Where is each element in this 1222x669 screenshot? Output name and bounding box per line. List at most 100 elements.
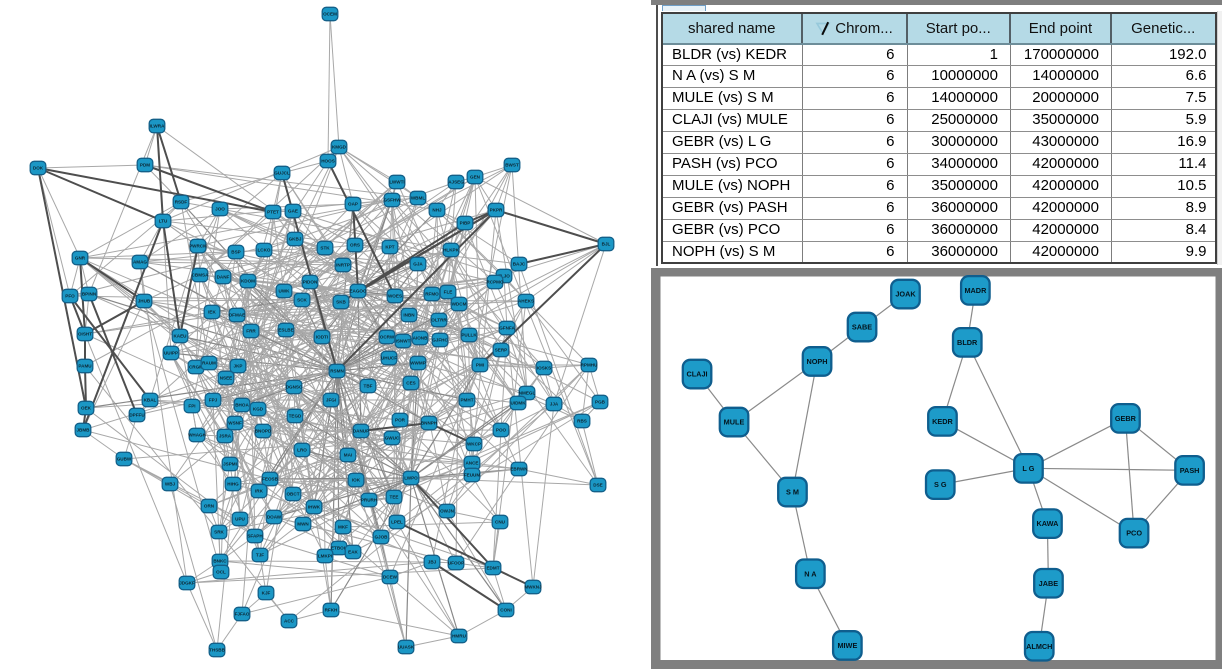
svg-text:PULLK: PULLK [461,333,477,338]
svg-text:JBJ: JBJ [428,560,437,565]
svg-text:KBAL: KBAL [144,398,157,403]
svg-text:NHJ: NHJ [432,208,442,213]
svg-text:GKBJ: GKBJ [289,237,302,242]
svg-text:DFMAE: DFMAE [229,313,245,318]
svg-text:PAMU: PAMU [78,364,92,369]
svg-text:BJL: BJL [602,242,611,247]
svg-text:GUJCL: GUJCL [274,171,290,176]
svg-text:IODTI: IODTI [316,335,328,340]
svg-text:PCO: PCO [1126,529,1142,538]
svg-text:JKP: JKP [234,364,243,369]
svg-text:S G: S G [934,480,947,489]
svg-text:WOES: WOES [388,294,402,299]
svg-text:S M: S M [786,488,799,497]
svg-text:NMEGL: NMEGL [519,391,536,396]
svg-text:TJF: TJF [256,553,264,558]
svg-text:IEK: IEK [208,310,216,315]
svg-text:SRK: SRK [214,530,224,535]
svg-text:KMGD: KMGD [332,145,347,150]
svg-text:GJA: GJA [413,262,423,267]
svg-text:OBCT: OBCT [286,492,299,497]
svg-text:JABE: JABE [1039,579,1059,588]
svg-text:SCK: SCK [297,298,307,303]
svg-text:RAUM: RAUM [202,361,216,366]
svg-text:WSNF: WSNF [228,421,242,426]
svg-text:PMI: PMI [476,363,484,368]
svg-text:GUBW: GUBW [117,457,132,462]
svg-text:FJFAO: FJFAO [235,612,250,617]
svg-text:RBS: RBS [577,419,587,424]
svg-text:BNOPD: BNOPD [255,429,272,434]
svg-text:OAP: OAP [348,202,358,207]
svg-text:KPT: KPT [385,245,394,250]
svg-text:AHEKS: AHEKS [518,299,534,304]
svg-text:RSDF: RSDF [175,200,188,205]
svg-text:UIDMK: UIDMK [510,401,526,406]
svg-text:NOPH: NOPH [806,357,827,366]
svg-text:HLKPK: HLKPK [443,248,460,253]
svg-text:DCEW: DCEW [383,575,398,580]
svg-text:DANF: DANF [217,275,230,280]
svg-text:GWUC: GWUC [385,436,400,441]
svg-text:POO: POO [496,428,507,433]
svg-text:CES: CES [406,381,415,386]
svg-text:RCPMO: RCPMO [486,280,504,285]
svg-text:HMRU: HMRU [452,634,466,639]
svg-text:HOOS: HOOS [321,159,335,164]
svg-text:WDCM: WDCM [452,302,467,307]
svg-text:ORN: ORN [204,504,215,509]
svg-text:JFGI: JFGI [326,398,336,403]
svg-text:THSBB: THSBB [209,648,226,653]
svg-text:SFAPH: SFAPH [247,534,263,539]
svg-text:DSE: DSE [593,483,602,488]
svg-text:JBMB: JBMB [76,428,90,433]
svg-text:INRTP: INRTP [336,263,350,268]
svg-text:EBRWN: EBRWN [510,467,528,472]
svg-text:AIONB: AIONB [413,336,428,341]
svg-text:FEOSB: FEOSB [262,477,279,482]
svg-text:MWN: MWN [297,522,309,527]
svg-text:JJA: JJA [550,402,559,407]
svg-text:JDGKF: JDGKF [179,581,195,586]
svg-text:LRO: LRO [297,448,307,453]
svg-text:CRGM: CRGM [189,365,203,370]
svg-text:FLE: FLE [444,290,453,295]
svg-text:ALMCH: ALMCH [1026,642,1052,651]
svg-text:LMKPI: LMKPI [318,554,332,559]
svg-text:TEE: TEE [390,495,399,500]
svg-text:MADR: MADR [964,286,987,295]
svg-text:OWJN: OWJN [440,509,454,514]
svg-text:FPI: FPI [188,404,195,409]
svg-text:NSEE: NSEE [220,376,233,381]
svg-text:ACC: ACC [284,619,295,624]
svg-text:FRR: FRR [246,329,256,334]
svg-text:DOAW: DOAW [267,515,282,520]
svg-text:ETBOK: ETBOK [331,546,348,551]
svg-text:OLTRR: OLTRR [431,318,447,323]
svg-text:ANCE: ANCE [465,461,478,466]
svg-text:JHUB: JHUB [138,299,151,304]
svg-text:PWRCM: PWRCM [189,244,207,249]
svg-text:GEN: GEN [470,175,481,180]
svg-text:TEGD: TEGD [289,414,302,419]
svg-text:IRK: IRK [255,489,264,494]
svg-text:LCKO: LCKO [257,248,270,253]
svg-text:PGB: PGB [595,400,606,405]
svg-text:PFO: PFO [65,294,75,299]
svg-text:ESLBE: ESLBE [278,328,293,333]
svg-text:STK: STK [320,246,330,251]
svg-text:CLAJI: CLAJI [686,370,707,379]
svg-text:FPJ: FPJ [209,398,218,403]
svg-text:PRURH: PRURH [361,498,378,503]
svg-text:UHUCF: UHUCF [381,356,397,361]
svg-text:JSRA: JSRA [219,434,232,439]
svg-text:LWPO: LWPO [404,476,418,481]
svg-text:PKPR: PKPR [490,208,503,213]
svg-text:BLDR: BLDR [957,338,978,347]
svg-text:MIWE: MIWE [837,641,857,650]
svg-text:EAGOO: EAGOO [349,289,367,294]
svg-text:ILWRA: ILWRA [150,124,165,129]
svg-text:MWKNJ: MWKNJ [524,585,542,590]
svg-text:DPFFU: DPFFU [129,413,145,418]
svg-text:L G: L G [1022,464,1034,473]
